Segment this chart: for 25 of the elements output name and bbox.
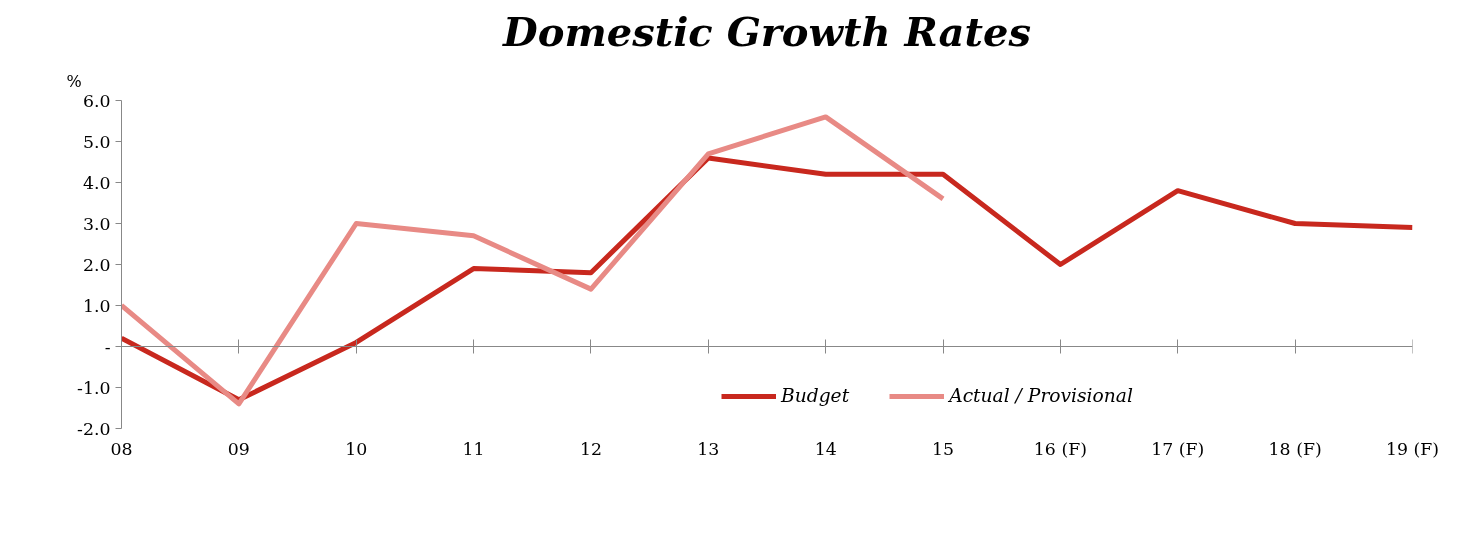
x-tick-label: 12 (579, 438, 602, 459)
y-tick-label: 5.0 (82, 131, 111, 152)
chart-title: Domestic Growth Rates (502, 7, 1031, 55)
x-tick-label: 10 (345, 438, 368, 459)
y-tick-label: 3.0 (82, 213, 111, 234)
x-tick-label: 18 (F) (1268, 438, 1322, 459)
y-tick-label: -1.0 (77, 377, 111, 398)
x-tick-label: 16 (F) (1033, 438, 1087, 459)
y-tick-label: -2.0 (77, 418, 111, 439)
x-tick-label: 09 (227, 438, 250, 459)
legend-label: Actual / Provisional (949, 385, 1133, 406)
x-tick-label: 08 (110, 438, 133, 459)
x-tick-label: 19 (F) (1385, 438, 1440, 459)
x-tick-label: 11 (462, 438, 485, 459)
x-tick-label: 14 (814, 438, 837, 459)
x-tick-label: 15 (932, 438, 955, 459)
y-tick-label: 4.0 (82, 172, 111, 193)
x-tick-label: 17 (F) (1151, 438, 1205, 459)
y-tick-label: 1.0 (82, 295, 111, 316)
y-tick-label: - (104, 336, 111, 357)
y-tick-label: 6.0 (82, 90, 111, 111)
y-tick-label: 2.0 (82, 254, 111, 275)
y-axis-title: % (66, 71, 82, 91)
x-tick-label: 13 (697, 438, 720, 459)
legend-label: Budget (781, 385, 850, 406)
